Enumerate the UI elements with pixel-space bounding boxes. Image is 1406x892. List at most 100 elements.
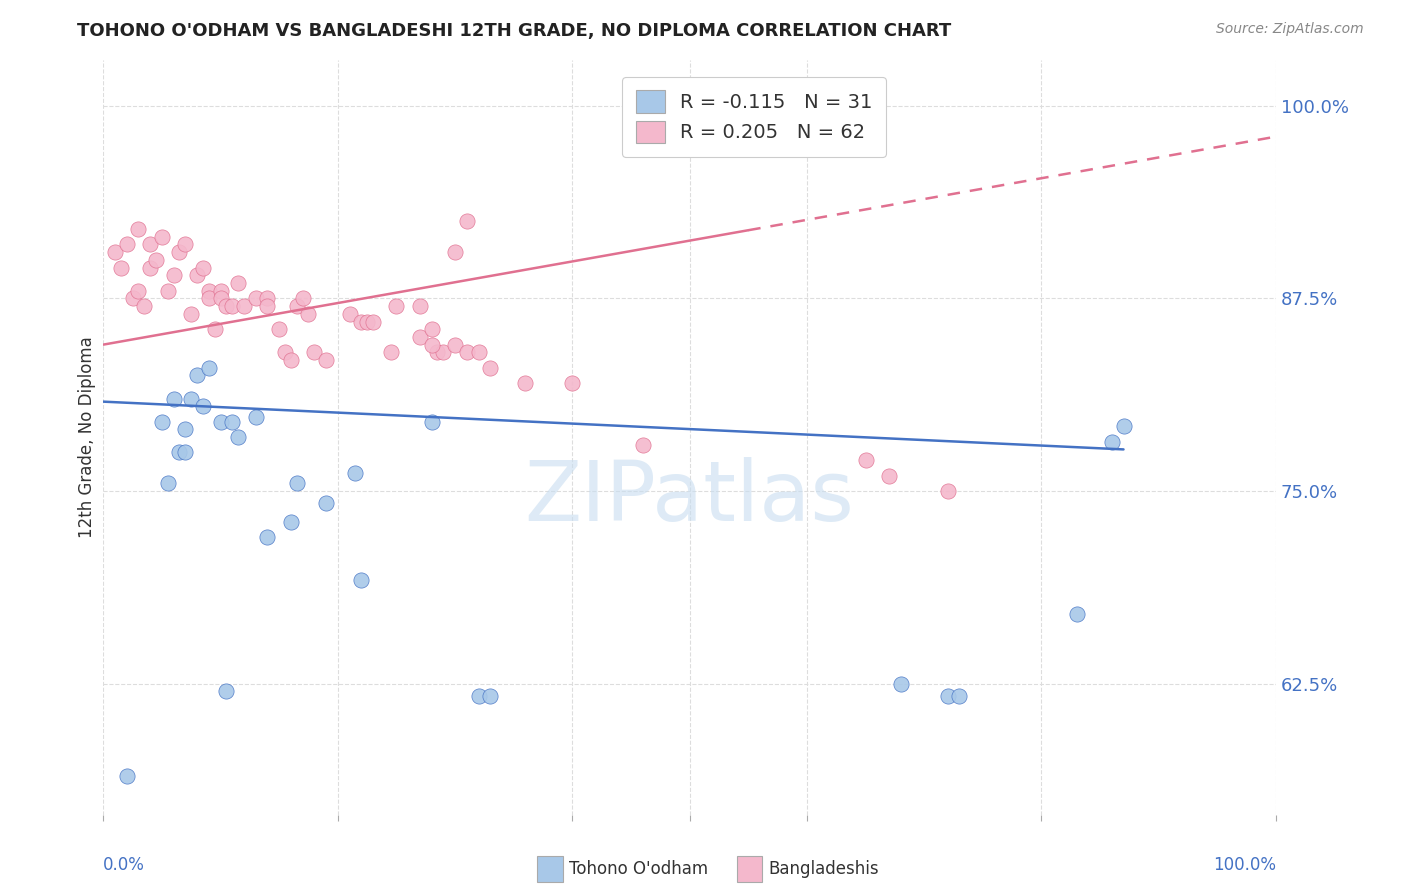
Bar <box>737 855 762 882</box>
Point <box>444 337 467 351</box>
Point <box>162 392 184 406</box>
Point <box>134 299 156 313</box>
Point <box>209 284 232 298</box>
Point <box>139 260 162 275</box>
Point <box>226 276 249 290</box>
Point <box>339 307 361 321</box>
Point <box>274 345 297 359</box>
Point <box>104 245 127 260</box>
Point <box>420 322 443 336</box>
Point <box>420 337 443 351</box>
Point <box>380 345 402 359</box>
Point <box>385 299 408 313</box>
Point <box>890 676 912 690</box>
Point <box>409 330 432 344</box>
Point <box>350 314 373 328</box>
Point <box>180 392 202 406</box>
Point <box>221 299 243 313</box>
Point <box>245 410 267 425</box>
Point <box>226 430 249 444</box>
Point <box>315 353 337 368</box>
Point <box>467 689 489 703</box>
Point <box>162 268 184 283</box>
Point <box>479 689 502 703</box>
Point <box>204 322 226 336</box>
Point <box>467 345 489 359</box>
Point <box>515 376 537 391</box>
Point <box>115 237 138 252</box>
Point <box>215 299 238 313</box>
Point <box>174 237 197 252</box>
Text: 100.0%: 100.0% <box>1213 856 1277 874</box>
Point <box>855 453 877 467</box>
Text: ZIPatlas: ZIPatlas <box>524 457 855 538</box>
Point <box>169 445 191 459</box>
Point <box>344 466 367 480</box>
Point <box>304 345 326 359</box>
Point <box>180 307 202 321</box>
Bar <box>537 855 562 882</box>
Point <box>150 415 173 429</box>
Point <box>877 468 900 483</box>
Point <box>110 260 132 275</box>
Point <box>215 684 238 698</box>
Point <box>197 284 219 298</box>
Point <box>156 476 179 491</box>
Point <box>191 399 214 413</box>
Point <box>186 268 208 283</box>
Point <box>631 438 654 452</box>
Point <box>269 322 291 336</box>
Point <box>186 368 208 383</box>
Point <box>936 689 959 703</box>
Point <box>1066 607 1088 622</box>
Point <box>256 292 278 306</box>
Point <box>315 496 337 510</box>
Point <box>561 376 583 391</box>
Point <box>409 299 432 313</box>
Point <box>356 314 378 328</box>
Point <box>191 260 214 275</box>
Point <box>221 415 243 429</box>
Text: Tohono O'odham: Tohono O'odham <box>569 860 709 878</box>
Point <box>479 360 502 375</box>
Point <box>936 483 959 498</box>
Point <box>285 299 308 313</box>
Point <box>420 415 443 429</box>
Point <box>432 345 454 359</box>
Point <box>426 345 449 359</box>
Point <box>444 245 467 260</box>
Point <box>209 292 232 306</box>
Point <box>156 284 179 298</box>
Point <box>456 214 478 228</box>
Point <box>297 307 319 321</box>
Point <box>233 299 256 313</box>
Text: TOHONO O'ODHAM VS BANGLADESHI 12TH GRADE, NO DIPLOMA CORRELATION CHART: TOHONO O'ODHAM VS BANGLADESHI 12TH GRADE… <box>77 22 952 40</box>
Point <box>150 229 173 244</box>
Point <box>209 415 232 429</box>
Point <box>456 345 478 359</box>
Point <box>127 222 149 236</box>
Point <box>1112 419 1135 434</box>
Y-axis label: 12th Grade, No Diploma: 12th Grade, No Diploma <box>79 336 96 538</box>
Point <box>1101 434 1123 449</box>
Text: Bangladeshis: Bangladeshis <box>768 860 879 878</box>
Text: Source: ZipAtlas.com: Source: ZipAtlas.com <box>1216 22 1364 37</box>
Point <box>174 445 197 459</box>
Point <box>121 292 143 306</box>
Point <box>145 252 167 267</box>
Text: 0.0%: 0.0% <box>103 856 145 874</box>
Point <box>256 299 278 313</box>
Point <box>197 360 219 375</box>
Point <box>256 530 278 544</box>
Point <box>169 245 191 260</box>
Point <box>361 314 384 328</box>
Point <box>127 284 149 298</box>
Point <box>197 292 219 306</box>
Legend: R = -0.115   N = 31, R = 0.205   N = 62: R = -0.115 N = 31, R = 0.205 N = 62 <box>621 77 886 157</box>
Point <box>948 689 970 703</box>
Point <box>245 292 267 306</box>
Point <box>280 515 302 529</box>
Point <box>285 476 308 491</box>
Point <box>350 574 373 588</box>
Point <box>174 422 197 436</box>
